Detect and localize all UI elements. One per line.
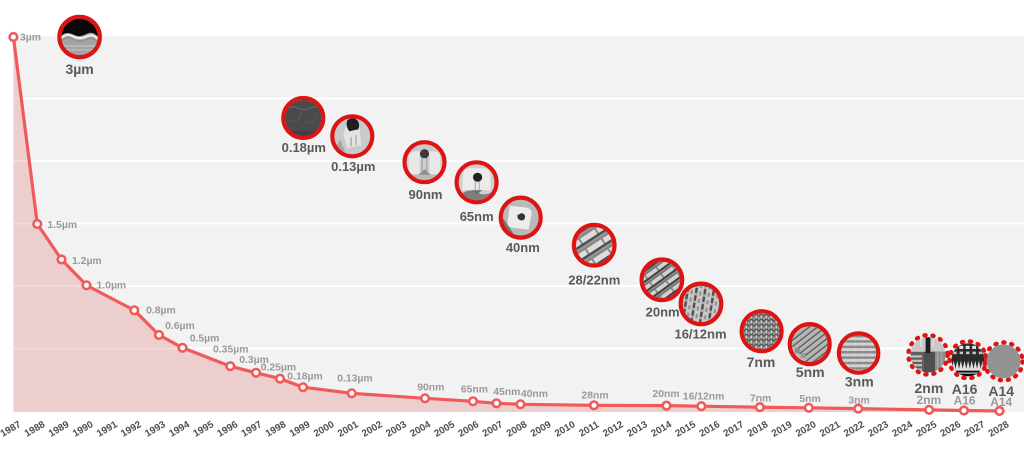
svg-text:1998: 1998: [264, 419, 289, 440]
svg-text:2024: 2024: [890, 419, 915, 440]
svg-text:2022: 2022: [842, 419, 867, 440]
svg-text:1.0µm: 1.0µm: [97, 280, 127, 291]
svg-text:2016: 2016: [698, 419, 723, 440]
svg-text:2013: 2013: [625, 419, 650, 440]
svg-text:A16: A16: [952, 381, 978, 397]
svg-text:2023: 2023: [866, 419, 891, 440]
svg-text:2005: 2005: [432, 419, 457, 440]
svg-text:0.6µm: 0.6µm: [165, 321, 195, 332]
svg-text:0.13µm: 0.13µm: [331, 159, 375, 174]
svg-text:0.13µm: 0.13µm: [337, 374, 372, 385]
svg-text:A14: A14: [988, 383, 1014, 399]
svg-text:40nm: 40nm: [506, 240, 540, 255]
svg-text:1991: 1991: [95, 419, 120, 440]
svg-text:2008: 2008: [505, 419, 530, 440]
svg-text:2018: 2018: [746, 419, 771, 440]
svg-text:28nm: 28nm: [581, 391, 608, 402]
svg-text:2012: 2012: [601, 419, 626, 440]
svg-text:16/12nm: 16/12nm: [683, 392, 725, 403]
svg-text:2021: 2021: [818, 419, 843, 440]
svg-text:2007: 2007: [481, 419, 506, 440]
svg-text:2003: 2003: [384, 419, 409, 440]
svg-text:3µm: 3µm: [20, 32, 41, 43]
svg-text:0.18µm: 0.18µm: [287, 371, 322, 382]
svg-text:2000: 2000: [312, 419, 337, 440]
svg-text:3nm: 3nm: [845, 374, 874, 390]
svg-text:1990: 1990: [71, 419, 96, 440]
svg-text:2004: 2004: [408, 419, 433, 440]
svg-text:2011: 2011: [577, 419, 601, 439]
svg-text:1992: 1992: [119, 419, 144, 440]
svg-text:90nm: 90nm: [417, 382, 444, 393]
svg-text:1989: 1989: [47, 419, 72, 440]
svg-text:65nm: 65nm: [460, 209, 494, 224]
svg-text:40nm: 40nm: [521, 389, 548, 400]
svg-text:65nm: 65nm: [461, 384, 488, 395]
svg-text:1999: 1999: [288, 419, 313, 440]
svg-text:0.8µm: 0.8µm: [146, 305, 176, 316]
svg-text:0.18µm: 0.18µm: [282, 140, 326, 155]
svg-text:2020: 2020: [794, 419, 819, 440]
svg-text:90nm: 90nm: [409, 187, 443, 202]
svg-text:2010: 2010: [553, 419, 578, 440]
svg-text:2025: 2025: [914, 419, 939, 440]
svg-text:1997: 1997: [240, 419, 265, 440]
svg-text:2027: 2027: [963, 419, 988, 440]
svg-text:2015: 2015: [673, 419, 698, 440]
svg-text:7nm: 7nm: [750, 394, 771, 405]
svg-text:2006: 2006: [457, 419, 482, 440]
svg-text:2nm: 2nm: [915, 380, 944, 396]
svg-text:2028: 2028: [987, 419, 1012, 440]
svg-text:5nm: 5nm: [796, 364, 825, 380]
svg-text:1993: 1993: [143, 419, 168, 440]
svg-text:5nm: 5nm: [799, 394, 820, 405]
svg-text:1.2µm: 1.2µm: [72, 256, 102, 267]
svg-text:2014: 2014: [649, 419, 674, 440]
svg-text:20nm: 20nm: [646, 305, 680, 320]
svg-text:1996: 1996: [216, 419, 241, 440]
svg-text:45nm: 45nm: [493, 387, 520, 398]
svg-text:1994: 1994: [167, 419, 192, 440]
svg-text:3µm: 3µm: [65, 61, 93, 77]
svg-text:28/22nm: 28/22nm: [568, 272, 620, 287]
svg-text:2026: 2026: [939, 419, 964, 440]
svg-text:0.35µm: 0.35µm: [213, 344, 248, 355]
svg-text:2001: 2001: [336, 419, 361, 440]
svg-text:2002: 2002: [360, 419, 385, 440]
svg-text:20nm: 20nm: [652, 389, 679, 400]
svg-text:16/12nm: 16/12nm: [674, 327, 726, 342]
svg-text:1995: 1995: [191, 419, 216, 440]
svg-text:7nm: 7nm: [747, 354, 776, 370]
svg-text:1988: 1988: [23, 419, 48, 440]
svg-text:1.5µm: 1.5µm: [47, 220, 77, 231]
svg-text:2009: 2009: [529, 419, 554, 440]
svg-text:2019: 2019: [770, 419, 795, 440]
svg-text:3nm: 3nm: [848, 395, 869, 406]
svg-text:2017: 2017: [722, 419, 747, 440]
svg-text:1987: 1987: [0, 419, 24, 440]
svg-text:0.5µm: 0.5µm: [190, 334, 220, 345]
